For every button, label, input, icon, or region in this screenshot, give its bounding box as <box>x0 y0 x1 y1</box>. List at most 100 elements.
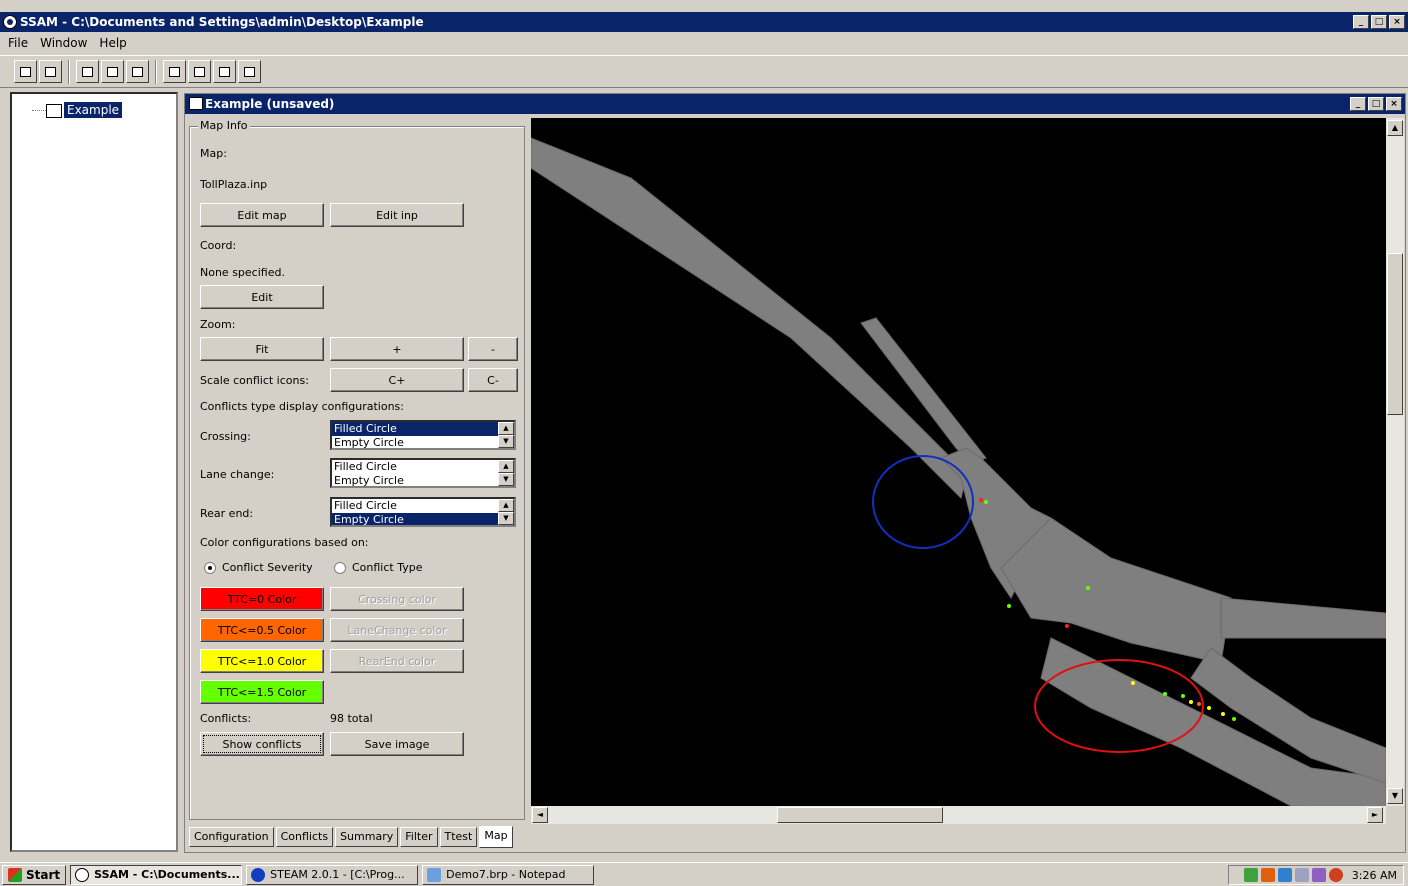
scroll-right-icon[interactable]: ► <box>1367 807 1383 823</box>
menu-window[interactable]: Window <box>40 36 88 50</box>
coord-value: None specified. <box>200 266 285 279</box>
map-horizontal-scrollbar[interactable]: ◄ ► <box>531 806 1386 824</box>
tray-app-icon[interactable] <box>1260 868 1275 882</box>
scroll-down-icon[interactable]: ▼ <box>498 473 514 486</box>
radio-unselected-icon[interactable] <box>334 561 346 574</box>
child-restore-button[interactable]: □ <box>1368 97 1384 111</box>
ttc05-color-button[interactable]: TTC<=0.5 Color <box>200 618 324 642</box>
toolbar <box>0 55 1408 88</box>
scroll-up-icon[interactable]: ▲ <box>1387 120 1403 136</box>
list-item[interactable]: Empty Circle <box>334 436 404 449</box>
scroll-down-icon[interactable]: ▼ <box>498 512 514 525</box>
app-icon <box>3 15 17 29</box>
radio-selected-icon[interactable] <box>204 561 216 574</box>
restore-button[interactable]: □ <box>1371 15 1387 29</box>
child-close-button[interactable]: × <box>1386 97 1402 111</box>
scroll-up-icon[interactable]: ▲ <box>498 499 514 512</box>
tab-map[interactable]: Map <box>479 826 513 848</box>
tray-volume-icon[interactable] <box>1294 868 1309 882</box>
show-conflicts-button[interactable]: Show conflicts <box>200 732 324 756</box>
list-item[interactable]: Empty Circle <box>332 513 498 525</box>
start-button[interactable]: Start <box>2 864 67 885</box>
ttc0-color-button[interactable]: TTC=0 Color <box>200 587 324 611</box>
map-file: TollPlaza.inp <box>200 178 268 191</box>
lanechange-color-button[interactable]: LaneChange color <box>330 618 464 642</box>
lane-change-label: Lane change: <box>200 468 275 481</box>
map-label: Map: <box>200 147 227 160</box>
toolbar-separator <box>155 59 157 84</box>
conflict-point <box>1207 706 1211 710</box>
radio-conflict-severity[interactable]: Conflict Severity <box>204 561 313 574</box>
tab-ttest[interactable]: Ttest <box>439 827 478 847</box>
close-button[interactable]: × <box>1389 15 1405 29</box>
tab-conflicts[interactable]: Conflicts <box>275 827 334 847</box>
vertical-scroll-thumb[interactable] <box>1387 253 1403 415</box>
list-item[interactable]: Filled Circle <box>332 422 498 436</box>
ttc10-color-button[interactable]: TTC<=1.0 Color <box>200 649 324 673</box>
minimize-button[interactable]: _ <box>1353 15 1369 29</box>
menu-help[interactable]: Help <box>99 36 127 50</box>
save-icon[interactable] <box>76 60 99 83</box>
scroll-down-icon[interactable]: ▼ <box>498 435 514 448</box>
ttc15-color-button[interactable]: TTC<=1.5 Color <box>200 680 324 704</box>
scale-up-button[interactable]: C+ <box>330 368 464 392</box>
horizontal-scroll-thumb[interactable] <box>777 807 943 823</box>
lane-change-style-listbox[interactable]: Filled Circle Empty Circle ▲ ▼ <box>330 458 516 488</box>
about-icon[interactable] <box>238 60 261 83</box>
scroll-up-icon[interactable]: ▲ <box>498 460 514 473</box>
crossing-style-listbox[interactable]: Filled Circle Empty Circle ▲ ▼ <box>330 420 516 450</box>
notepad-icon <box>427 867 442 882</box>
rear-end-style-listbox[interactable]: Filled Circle Empty Circle ▲ ▼ <box>330 497 516 527</box>
scroll-left-icon[interactable]: ◄ <box>532 807 548 823</box>
scale-down-button[interactable]: C- <box>468 368 518 392</box>
project-window: Example (unsaved) _ □ × Map Info Map: To… <box>184 93 1406 853</box>
zoom-in-button[interactable]: + <box>330 337 464 361</box>
tree-item-example[interactable]: Example <box>64 102 123 118</box>
task-ssam[interactable]: SSAM - C:\Documents... <box>70 864 243 885</box>
menu-file[interactable]: File <box>8 36 29 50</box>
conflict-point <box>1221 712 1225 716</box>
start-label: Start <box>26 867 61 882</box>
edit-inp-button[interactable]: Edit inp <box>330 203 464 227</box>
rearend-color-button[interactable]: RearEnd color <box>330 649 464 673</box>
conflict-point <box>1189 700 1193 704</box>
tray-firefox-icon[interactable] <box>1328 868 1343 882</box>
task-notepad[interactable]: Demo7.brp - Notepad <box>422 864 595 885</box>
tile-vertical-icon[interactable] <box>163 60 186 83</box>
arrange-icon[interactable] <box>188 60 211 83</box>
new-project-icon[interactable] <box>14 60 37 83</box>
task-steam[interactable]: STEAM 2.0.1 - [C:\Prog... <box>246 864 419 885</box>
crossing-color-button[interactable]: Crossing color <box>330 587 464 611</box>
tab-configuration[interactable]: Configuration <box>189 827 274 847</box>
list-item[interactable]: Filled Circle <box>334 460 397 473</box>
windows-icon[interactable] <box>213 60 236 83</box>
tray-network-icon[interactable] <box>1243 868 1258 882</box>
map-info-group: Map Info Map: TollPlaza.inp Edit map Edi… <box>189 119 525 820</box>
conflicts-label: Conflicts: <box>200 712 252 725</box>
open-project-icon[interactable] <box>39 60 62 83</box>
radio-conflict-type[interactable]: Conflict Type <box>334 561 423 574</box>
map-vertical-scrollbar[interactable]: ▲ ▼ <box>1386 118 1404 806</box>
map-canvas[interactable] <box>530 118 1387 809</box>
child-minimize-button[interactable]: _ <box>1350 97 1366 111</box>
windows-logo-icon <box>8 867 22 882</box>
task-steam-label: STEAM 2.0.1 - [C:\Prog... <box>270 868 405 881</box>
list-item[interactable]: Filled Circle <box>334 499 397 512</box>
tab-summary[interactable]: Summary <box>335 827 399 847</box>
save-image-button[interactable]: Save image <box>330 732 464 756</box>
edit-map-button[interactable]: Edit map <box>200 203 324 227</box>
toolbar-separator <box>68 59 70 84</box>
scroll-down-icon[interactable]: ▼ <box>1387 788 1403 804</box>
project-tree: Example <box>10 92 178 852</box>
scroll-up-icon[interactable]: ▲ <box>498 422 514 435</box>
tile-horizontal-icon[interactable] <box>126 60 149 83</box>
tray-sync-icon[interactable] <box>1277 868 1292 882</box>
list-item[interactable]: Empty Circle <box>334 474 404 487</box>
blue-highlight-ellipse <box>872 455 974 549</box>
zoom-out-button[interactable]: - <box>468 337 518 361</box>
zoom-fit-button[interactable]: Fit <box>200 337 324 361</box>
tray-media-icon[interactable] <box>1311 868 1326 882</box>
cascade-icon[interactable] <box>101 60 124 83</box>
edit-coord-button[interactable]: Edit <box>200 285 324 309</box>
tab-filter[interactable]: Filter <box>400 827 438 847</box>
